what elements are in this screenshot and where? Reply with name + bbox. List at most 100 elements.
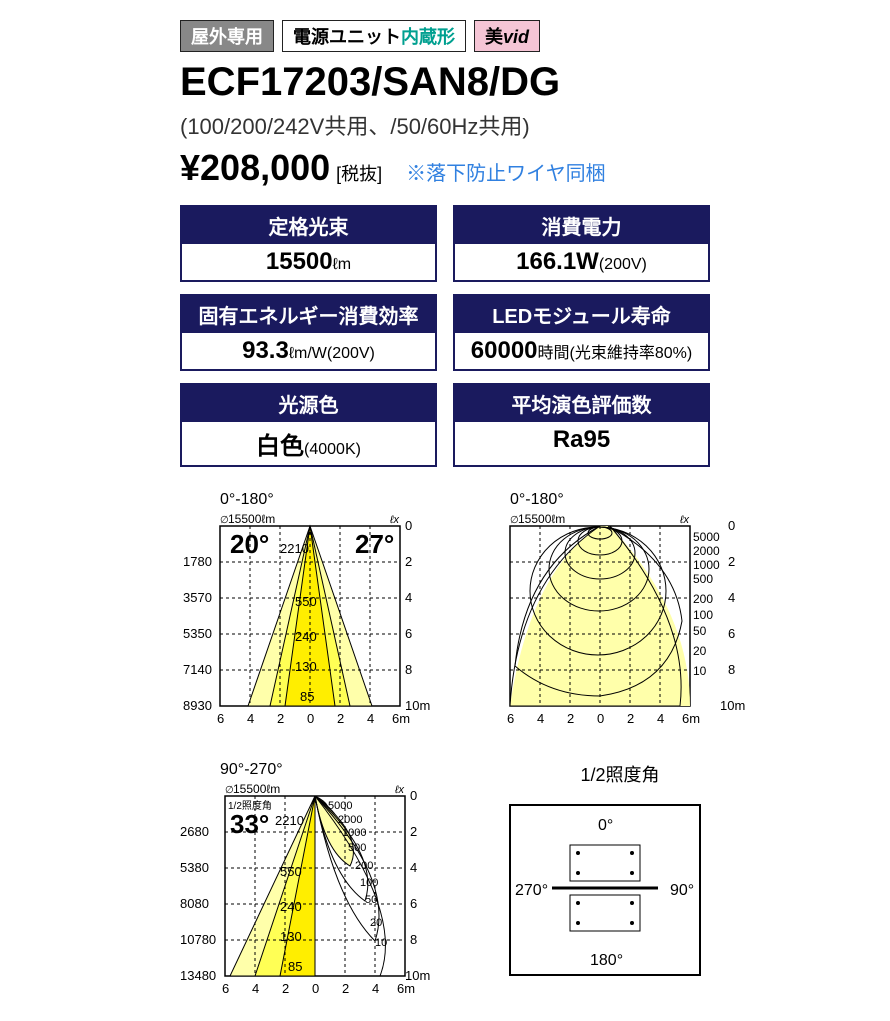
svg-text:20: 20 (693, 644, 707, 658)
illum-angle-diagram: 1/2照度角 0° 90° 180° 270° (490, 761, 750, 1001)
svg-text:4: 4 (252, 981, 259, 996)
chart2-svg: ∅ 15500ℓm ℓx 5000 2000 1000 500 200 100 … (490, 511, 750, 731)
svg-text:100: 100 (360, 877, 378, 889)
badge-vid: 美vid (474, 20, 540, 52)
svg-text:90°: 90° (670, 882, 694, 899)
svg-text:1000: 1000 (342, 827, 366, 839)
svg-text:2210: 2210 (280, 541, 309, 556)
svg-text:200: 200 (693, 592, 713, 606)
svg-text:15500ℓm: 15500ℓm (233, 782, 280, 796)
chart-beam-3: 90°-270° ∅ 15500ℓm ℓx 1/2照度角 33° (180, 761, 450, 1001)
svg-text:50: 50 (693, 624, 707, 638)
svg-text:0: 0 (728, 518, 735, 533)
svg-text:20°: 20° (230, 529, 269, 559)
svg-text:2: 2 (567, 711, 574, 726)
svg-text:85: 85 (288, 959, 302, 974)
svg-text:2: 2 (342, 981, 349, 996)
svg-text:4: 4 (372, 981, 379, 996)
model-number: ECF17203/SAN8/DG (20, 60, 870, 105)
svg-text:ℓx: ℓx (389, 514, 400, 526)
svg-text:85: 85 (300, 689, 314, 704)
svg-text:0: 0 (410, 788, 417, 803)
svg-text:2000: 2000 (338, 814, 362, 826)
spec-color: 光源色 白色(4000K) (180, 383, 437, 467)
spec-flux: 定格光束 15500ℓm (180, 205, 437, 282)
illum-svg: 0° 90° 180° 270° (490, 795, 720, 985)
spec-cri: 平均演色評価数 Ra95 (453, 383, 710, 467)
svg-text:0: 0 (307, 711, 314, 726)
svg-text:6: 6 (410, 896, 417, 911)
svg-text:2: 2 (282, 981, 289, 996)
svg-text:7140: 7140 (183, 662, 212, 677)
svg-text:270°: 270° (515, 882, 548, 899)
svg-text:ℓx: ℓx (679, 514, 690, 526)
svg-text:0: 0 (312, 981, 319, 996)
svg-text:6: 6 (728, 626, 735, 641)
badge-outdoor: 屋外専用 (180, 20, 274, 52)
svg-text:6m: 6m (392, 711, 410, 726)
svg-text:6m: 6m (397, 981, 415, 996)
wire-note: ※落下防止ワイヤ同梱 (406, 157, 605, 186)
svg-text:5350: 5350 (183, 626, 212, 641)
svg-text:100: 100 (693, 608, 713, 622)
svg-text:10m: 10m (720, 698, 745, 713)
svg-text:130: 130 (295, 659, 317, 674)
chart3-svg: ∅ 15500ℓm ℓx 1/2照度角 33° 2210 550 240 130… (180, 781, 450, 1001)
svg-text:0: 0 (405, 518, 412, 533)
svg-text:5380: 5380 (180, 860, 209, 875)
svg-text:6: 6 (217, 711, 224, 726)
svg-text:8: 8 (410, 932, 417, 947)
svg-text:0: 0 (597, 711, 604, 726)
svg-text:8: 8 (728, 662, 735, 677)
svg-text:500: 500 (693, 572, 713, 586)
svg-text:2680: 2680 (180, 824, 209, 839)
svg-text:4: 4 (657, 711, 664, 726)
svg-text:2: 2 (277, 711, 284, 726)
chart-beam-1: 0°-180° ∅ 15500ℓm ℓx 20° 27° 2210 550 24… (180, 491, 450, 731)
svg-text:2: 2 (410, 824, 417, 839)
svg-text:15500ℓm: 15500ℓm (228, 512, 275, 526)
svg-text:4: 4 (537, 711, 544, 726)
charts-grid: 0°-180° ∅ 15500ℓm ℓx 20° 27° 2210 550 24… (20, 491, 870, 1001)
svg-text:4: 4 (405, 590, 412, 605)
svg-text:4: 4 (247, 711, 254, 726)
svg-text:8: 8 (405, 662, 412, 677)
svg-text:13480: 13480 (180, 968, 216, 983)
svg-text:5000: 5000 (328, 800, 352, 812)
svg-text:2: 2 (627, 711, 634, 726)
voltage-subtitle: (100/200/242V共用、/50/60Hz共用) (20, 109, 870, 141)
svg-text:240: 240 (280, 899, 302, 914)
svg-text:2000: 2000 (693, 544, 720, 558)
svg-text:2210: 2210 (275, 813, 304, 828)
svg-text:6: 6 (507, 711, 514, 726)
svg-text:ℓx: ℓx (394, 784, 405, 796)
svg-text:10: 10 (693, 664, 707, 678)
svg-text:2: 2 (337, 711, 344, 726)
spec-life: LEDモジュール寿命 60000時間(光束維持率80%) (453, 294, 710, 371)
svg-text:3570: 3570 (183, 590, 212, 605)
svg-text:8080: 8080 (180, 896, 209, 911)
svg-text:2: 2 (728, 554, 735, 569)
svg-text:240: 240 (295, 629, 317, 644)
svg-text:8930: 8930 (183, 698, 212, 713)
chart-lux-2: 0°-180° ∅ 15500ℓm ℓx 5000 2000 10 (490, 491, 750, 731)
badge-row: 屋外専用 電源ユニット内蔵形 美vid (20, 20, 870, 52)
svg-text:200: 200 (355, 860, 373, 872)
svg-text:6: 6 (222, 981, 229, 996)
tax-note: [税抜] (336, 160, 382, 186)
svg-text:10780: 10780 (180, 932, 216, 947)
svg-text:6: 6 (405, 626, 412, 641)
svg-text:500: 500 (348, 842, 366, 854)
svg-text:4: 4 (367, 711, 374, 726)
svg-text:4: 4 (410, 860, 417, 875)
svg-text:15500ℓm: 15500ℓm (518, 512, 565, 526)
svg-text:2: 2 (405, 554, 412, 569)
price: ¥208,000 (180, 147, 330, 189)
badge-psu: 電源ユニット内蔵形 (282, 20, 466, 52)
svg-text:27°: 27° (355, 529, 394, 559)
svg-text:0°: 0° (598, 817, 613, 834)
svg-text:4: 4 (728, 590, 735, 605)
chart1-svg: ∅ 15500ℓm ℓx 20° 27° 2210 550 240 130 85… (180, 511, 440, 731)
spec-power: 消費電力 166.1W(200V) (453, 205, 710, 282)
spec-efficiency: 固有エネルギー消費効率 93.3ℓm/W(200V) (180, 294, 437, 371)
